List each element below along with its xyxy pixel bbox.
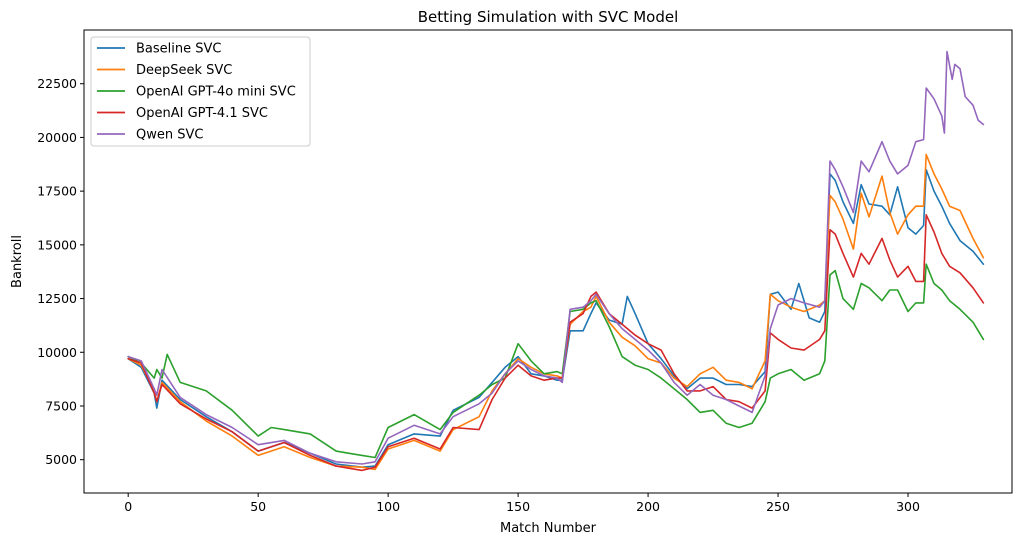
y-tick-label-7: 22500 bbox=[37, 76, 77, 91]
y-axis: 5000 7500 10000 12500 15000 17500 20000 22500 bbox=[37, 76, 84, 467]
chart-title: Betting Simulation with SVC Model bbox=[418, 8, 679, 26]
legend-label-3: OpenAI GPT-4.1 SVC bbox=[136, 106, 268, 121]
series-line-2 bbox=[127, 263, 985, 459]
x-tick-label-3: 150 bbox=[506, 499, 530, 514]
legend-label-4: Qwen SVC bbox=[136, 128, 203, 143]
x-tick-label-4: 200 bbox=[636, 499, 660, 514]
series-layer bbox=[127, 50, 985, 472]
legend-label-2: OpenAI GPT-4o mini SVC bbox=[136, 85, 296, 100]
legend-box bbox=[90, 36, 311, 147]
plot-frame bbox=[83, 29, 1013, 494]
x-tick-label-6: 300 bbox=[896, 499, 920, 514]
y-tick-label-5: 17500 bbox=[37, 184, 77, 199]
legend-label-1: DeepSeek SVC bbox=[136, 63, 232, 78]
series-line-4 bbox=[127, 50, 985, 465]
y-tick-label-4: 15000 bbox=[37, 237, 77, 252]
legend-label-0: Baseline SVC bbox=[136, 42, 221, 57]
x-tick-label-0: 0 bbox=[124, 499, 132, 514]
series-line-0 bbox=[127, 168, 985, 468]
x-axis-title: Match Number bbox=[500, 521, 597, 536]
legend: Baseline SVC DeepSeek SVC OpenAI GPT-4o mi… bbox=[90, 36, 311, 147]
y-tick-label-0: 5000 bbox=[45, 452, 77, 467]
y-tick-label-1: 7500 bbox=[45, 398, 77, 413]
y-tick-label-6: 20000 bbox=[37, 130, 77, 145]
x-tick-label-1: 50 bbox=[250, 499, 266, 514]
y-tick-label-3: 12500 bbox=[37, 291, 77, 306]
y-axis-title: Bankroll bbox=[10, 235, 25, 288]
series-line-3 bbox=[127, 214, 985, 472]
x-tick-label-5: 250 bbox=[766, 499, 790, 514]
x-axis: 0 50 100 150 200 250 300 bbox=[124, 493, 920, 514]
x-tick-label-2: 100 bbox=[376, 499, 400, 514]
y-tick-label-2: 10000 bbox=[37, 345, 77, 360]
